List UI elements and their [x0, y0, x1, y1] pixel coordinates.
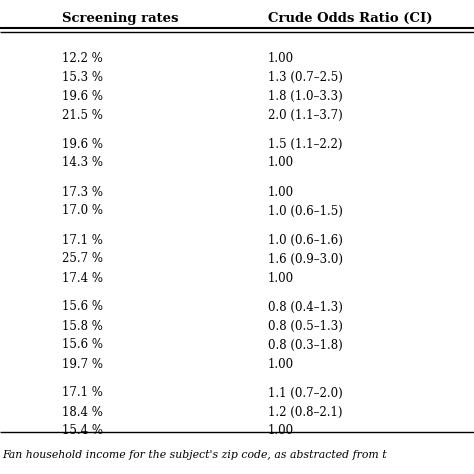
Text: 1.6 (0.9–3.0): 1.6 (0.9–3.0) [268, 253, 343, 265]
Text: 14.3 %: 14.3 % [62, 156, 102, 170]
Text: 18.4 %: 18.4 % [62, 405, 102, 419]
Text: 15.6 %: 15.6 % [62, 301, 102, 313]
Text: 15.6 %: 15.6 % [62, 338, 102, 352]
Text: 17.3 %: 17.3 % [62, 185, 102, 199]
Text: 1.00: 1.00 [268, 425, 294, 438]
Text: 1.00: 1.00 [268, 156, 294, 170]
Text: 1.00: 1.00 [268, 52, 294, 64]
Text: 17.0 %: 17.0 % [62, 204, 102, 218]
Text: 1.2 (0.8–2.1): 1.2 (0.8–2.1) [268, 405, 342, 419]
Text: 12.2 %: 12.2 % [62, 52, 102, 64]
Text: 17.1 %: 17.1 % [62, 386, 102, 400]
Text: 15.8 %: 15.8 % [62, 319, 102, 332]
Text: 15.3 %: 15.3 % [62, 71, 102, 83]
Text: 0.8 (0.3–1.8): 0.8 (0.3–1.8) [268, 338, 343, 352]
Text: 1.00: 1.00 [268, 185, 294, 199]
Text: 17.1 %: 17.1 % [62, 234, 102, 246]
Text: Fan household income for the subject's zip code, as abstracted from t: Fan household income for the subject's z… [2, 450, 387, 460]
Text: 0.8 (0.5–1.3): 0.8 (0.5–1.3) [268, 319, 343, 332]
Text: 1.0 (0.6–1.6): 1.0 (0.6–1.6) [268, 234, 343, 246]
Text: 0.8 (0.4–1.3): 0.8 (0.4–1.3) [268, 301, 343, 313]
Text: 1.00: 1.00 [268, 272, 294, 284]
Text: 19.6 %: 19.6 % [62, 90, 102, 102]
Text: 1.3 (0.7–2.5): 1.3 (0.7–2.5) [268, 71, 343, 83]
Text: 15.4 %: 15.4 % [62, 425, 102, 438]
Text: 19.7 %: 19.7 % [62, 357, 102, 371]
Text: 17.4 %: 17.4 % [62, 272, 102, 284]
Text: Screening rates: Screening rates [62, 11, 178, 25]
Text: 25.7 %: 25.7 % [62, 253, 102, 265]
Text: 1.8 (1.0–3.3): 1.8 (1.0–3.3) [268, 90, 343, 102]
Text: 2.0 (1.1–3.7): 2.0 (1.1–3.7) [268, 109, 343, 121]
Text: 19.6 %: 19.6 % [62, 137, 102, 151]
Text: 1.0 (0.6–1.5): 1.0 (0.6–1.5) [268, 204, 343, 218]
Text: 1.00: 1.00 [268, 357, 294, 371]
Text: 1.5 (1.1–2.2): 1.5 (1.1–2.2) [268, 137, 342, 151]
Text: 21.5 %: 21.5 % [62, 109, 102, 121]
Text: Crude Odds Ratio (CI): Crude Odds Ratio (CI) [268, 11, 432, 25]
Text: 1.1 (0.7–2.0): 1.1 (0.7–2.0) [268, 386, 343, 400]
